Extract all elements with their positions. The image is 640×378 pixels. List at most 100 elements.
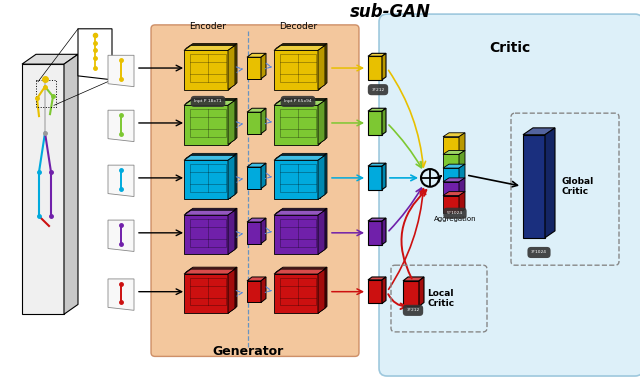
Polygon shape	[184, 210, 235, 215]
Polygon shape	[443, 133, 465, 137]
Polygon shape	[108, 110, 134, 142]
Polygon shape	[382, 53, 386, 80]
Polygon shape	[64, 54, 78, 314]
Polygon shape	[247, 163, 266, 167]
Polygon shape	[523, 128, 555, 135]
Polygon shape	[108, 279, 134, 310]
Text: 5*1024: 5*1024	[447, 211, 463, 215]
Polygon shape	[229, 99, 236, 144]
Polygon shape	[368, 53, 386, 56]
Polygon shape	[186, 98, 237, 103]
Polygon shape	[185, 209, 236, 214]
Polygon shape	[318, 210, 325, 254]
Polygon shape	[319, 45, 326, 88]
Polygon shape	[368, 111, 382, 135]
Polygon shape	[276, 48, 320, 88]
Polygon shape	[443, 192, 465, 195]
Polygon shape	[318, 269, 325, 313]
Polygon shape	[22, 54, 78, 64]
Polygon shape	[368, 218, 386, 221]
Polygon shape	[247, 108, 266, 112]
Polygon shape	[185, 273, 229, 312]
Polygon shape	[108, 165, 134, 197]
Polygon shape	[186, 158, 230, 198]
Polygon shape	[419, 277, 424, 307]
Polygon shape	[186, 272, 230, 311]
Polygon shape	[443, 154, 459, 168]
Polygon shape	[274, 274, 318, 313]
Polygon shape	[320, 43, 327, 88]
Polygon shape	[228, 210, 235, 254]
Polygon shape	[261, 277, 266, 302]
Text: Encoder: Encoder	[189, 22, 227, 31]
Polygon shape	[185, 268, 236, 273]
Polygon shape	[276, 272, 320, 311]
Polygon shape	[247, 218, 266, 222]
Polygon shape	[368, 166, 382, 190]
Polygon shape	[274, 155, 325, 160]
Polygon shape	[186, 48, 230, 88]
Polygon shape	[247, 167, 261, 189]
Polygon shape	[275, 45, 326, 50]
Polygon shape	[275, 50, 319, 88]
Polygon shape	[186, 43, 237, 48]
Polygon shape	[319, 99, 326, 144]
Polygon shape	[78, 29, 112, 80]
Text: Inpt P 65x94: Inpt P 65x94	[284, 99, 312, 104]
Polygon shape	[318, 45, 325, 90]
Polygon shape	[276, 98, 327, 103]
Polygon shape	[185, 154, 236, 159]
Polygon shape	[276, 153, 327, 158]
Polygon shape	[186, 213, 230, 253]
Polygon shape	[184, 155, 235, 160]
Polygon shape	[229, 268, 236, 312]
Polygon shape	[261, 218, 266, 243]
Polygon shape	[443, 182, 459, 195]
Polygon shape	[275, 273, 319, 312]
Polygon shape	[184, 269, 235, 274]
Polygon shape	[274, 101, 325, 105]
Text: sub-GAN: sub-GAN	[350, 3, 431, 21]
Polygon shape	[276, 43, 327, 48]
Polygon shape	[230, 153, 237, 198]
Polygon shape	[368, 108, 386, 111]
Text: Decoder: Decoder	[279, 22, 317, 31]
Polygon shape	[523, 135, 545, 238]
Polygon shape	[276, 208, 327, 213]
Polygon shape	[274, 50, 318, 90]
Polygon shape	[403, 277, 424, 281]
Polygon shape	[545, 128, 555, 238]
Polygon shape	[276, 103, 320, 143]
Polygon shape	[459, 164, 465, 182]
Polygon shape	[368, 280, 382, 304]
Polygon shape	[186, 153, 237, 158]
Polygon shape	[22, 64, 64, 314]
Polygon shape	[230, 267, 237, 311]
Polygon shape	[443, 168, 459, 182]
Polygon shape	[276, 158, 320, 198]
Polygon shape	[184, 101, 235, 105]
Polygon shape	[403, 281, 419, 307]
Polygon shape	[443, 195, 459, 213]
Text: 3*212: 3*212	[371, 88, 385, 91]
Polygon shape	[108, 55, 134, 87]
Text: Critic: Critic	[490, 40, 531, 54]
Polygon shape	[382, 163, 386, 190]
Polygon shape	[274, 160, 318, 200]
Text: Global
Critic: Global Critic	[561, 177, 593, 196]
Polygon shape	[368, 163, 386, 166]
Polygon shape	[228, 269, 235, 313]
Polygon shape	[274, 215, 318, 254]
Polygon shape	[230, 98, 237, 143]
FancyBboxPatch shape	[379, 14, 640, 376]
Polygon shape	[185, 99, 236, 104]
Polygon shape	[274, 105, 318, 144]
Polygon shape	[319, 268, 326, 312]
Polygon shape	[186, 267, 237, 272]
Polygon shape	[229, 154, 236, 198]
Polygon shape	[247, 222, 261, 243]
Polygon shape	[382, 277, 386, 304]
Polygon shape	[184, 50, 228, 90]
Polygon shape	[275, 159, 319, 198]
Polygon shape	[382, 108, 386, 135]
